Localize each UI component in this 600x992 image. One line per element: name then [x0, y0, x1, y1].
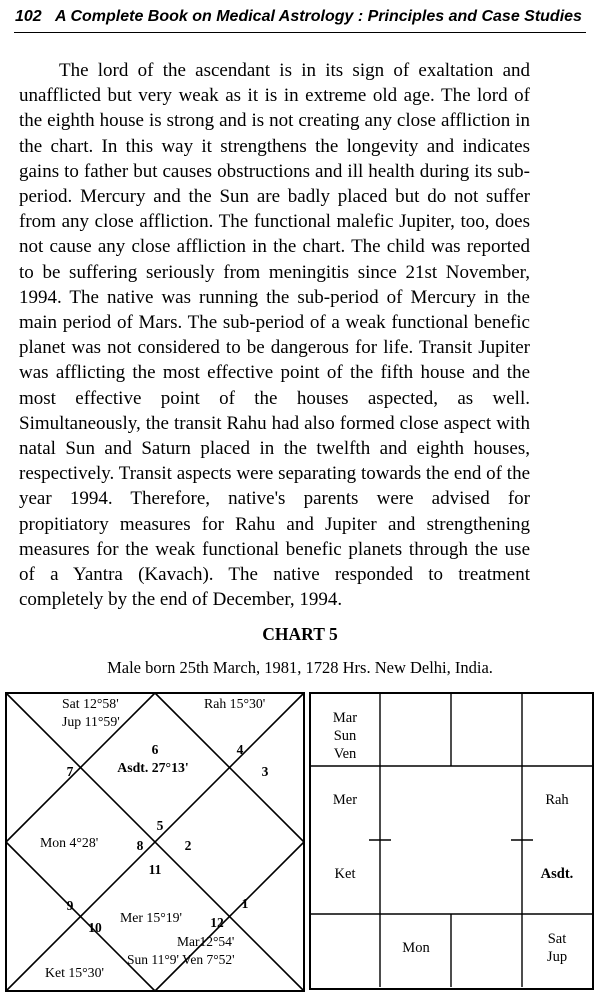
svg-text:8: 8	[137, 838, 144, 853]
svg-text:Ket: Ket	[335, 866, 356, 882]
svg-text:Mon: Mon	[402, 940, 430, 956]
svg-text:6: 6	[152, 742, 159, 757]
svg-text:Mar12°54': Mar12°54'	[177, 934, 234, 949]
svg-text:Mon 4°28': Mon 4°28'	[40, 835, 98, 850]
svg-text:12: 12	[210, 915, 224, 930]
svg-text:10: 10	[88, 920, 102, 935]
svg-text:Asdt.: Asdt.	[541, 866, 574, 882]
svg-text:Mer: Mer	[333, 792, 357, 808]
svg-text:Sat 12°58': Sat 12°58'	[62, 696, 119, 711]
svg-text:Asdt. 27°13': Asdt. 27°13'	[117, 760, 188, 775]
svg-text:Jup 11°59': Jup 11°59'	[62, 714, 120, 729]
svg-text:3: 3	[262, 764, 269, 779]
svg-text:Jup: Jup	[547, 949, 567, 965]
svg-text:7: 7	[67, 764, 74, 779]
svg-text:Rah 15°30': Rah 15°30'	[204, 696, 265, 711]
svg-text:Sun: Sun	[334, 728, 357, 744]
svg-text:Ket 15°30': Ket 15°30'	[45, 965, 104, 980]
svg-text:Mar: Mar	[333, 710, 357, 726]
svg-text:1: 1	[242, 896, 249, 911]
svg-text:Mer 15°19': Mer 15°19'	[120, 910, 182, 925]
svg-text:Rah: Rah	[545, 792, 569, 808]
svg-text:Sat: Sat	[548, 931, 567, 947]
svg-text:4: 4	[237, 742, 244, 757]
svg-text:Ven: Ven	[334, 746, 357, 762]
svg-text:5: 5	[157, 818, 164, 833]
svg-text:9: 9	[67, 898, 74, 913]
svg-text:Sun 11°9' Ven 7°52': Sun 11°9' Ven 7°52'	[127, 952, 235, 967]
svg-text:11: 11	[149, 862, 162, 877]
svg-text:2: 2	[185, 838, 192, 853]
